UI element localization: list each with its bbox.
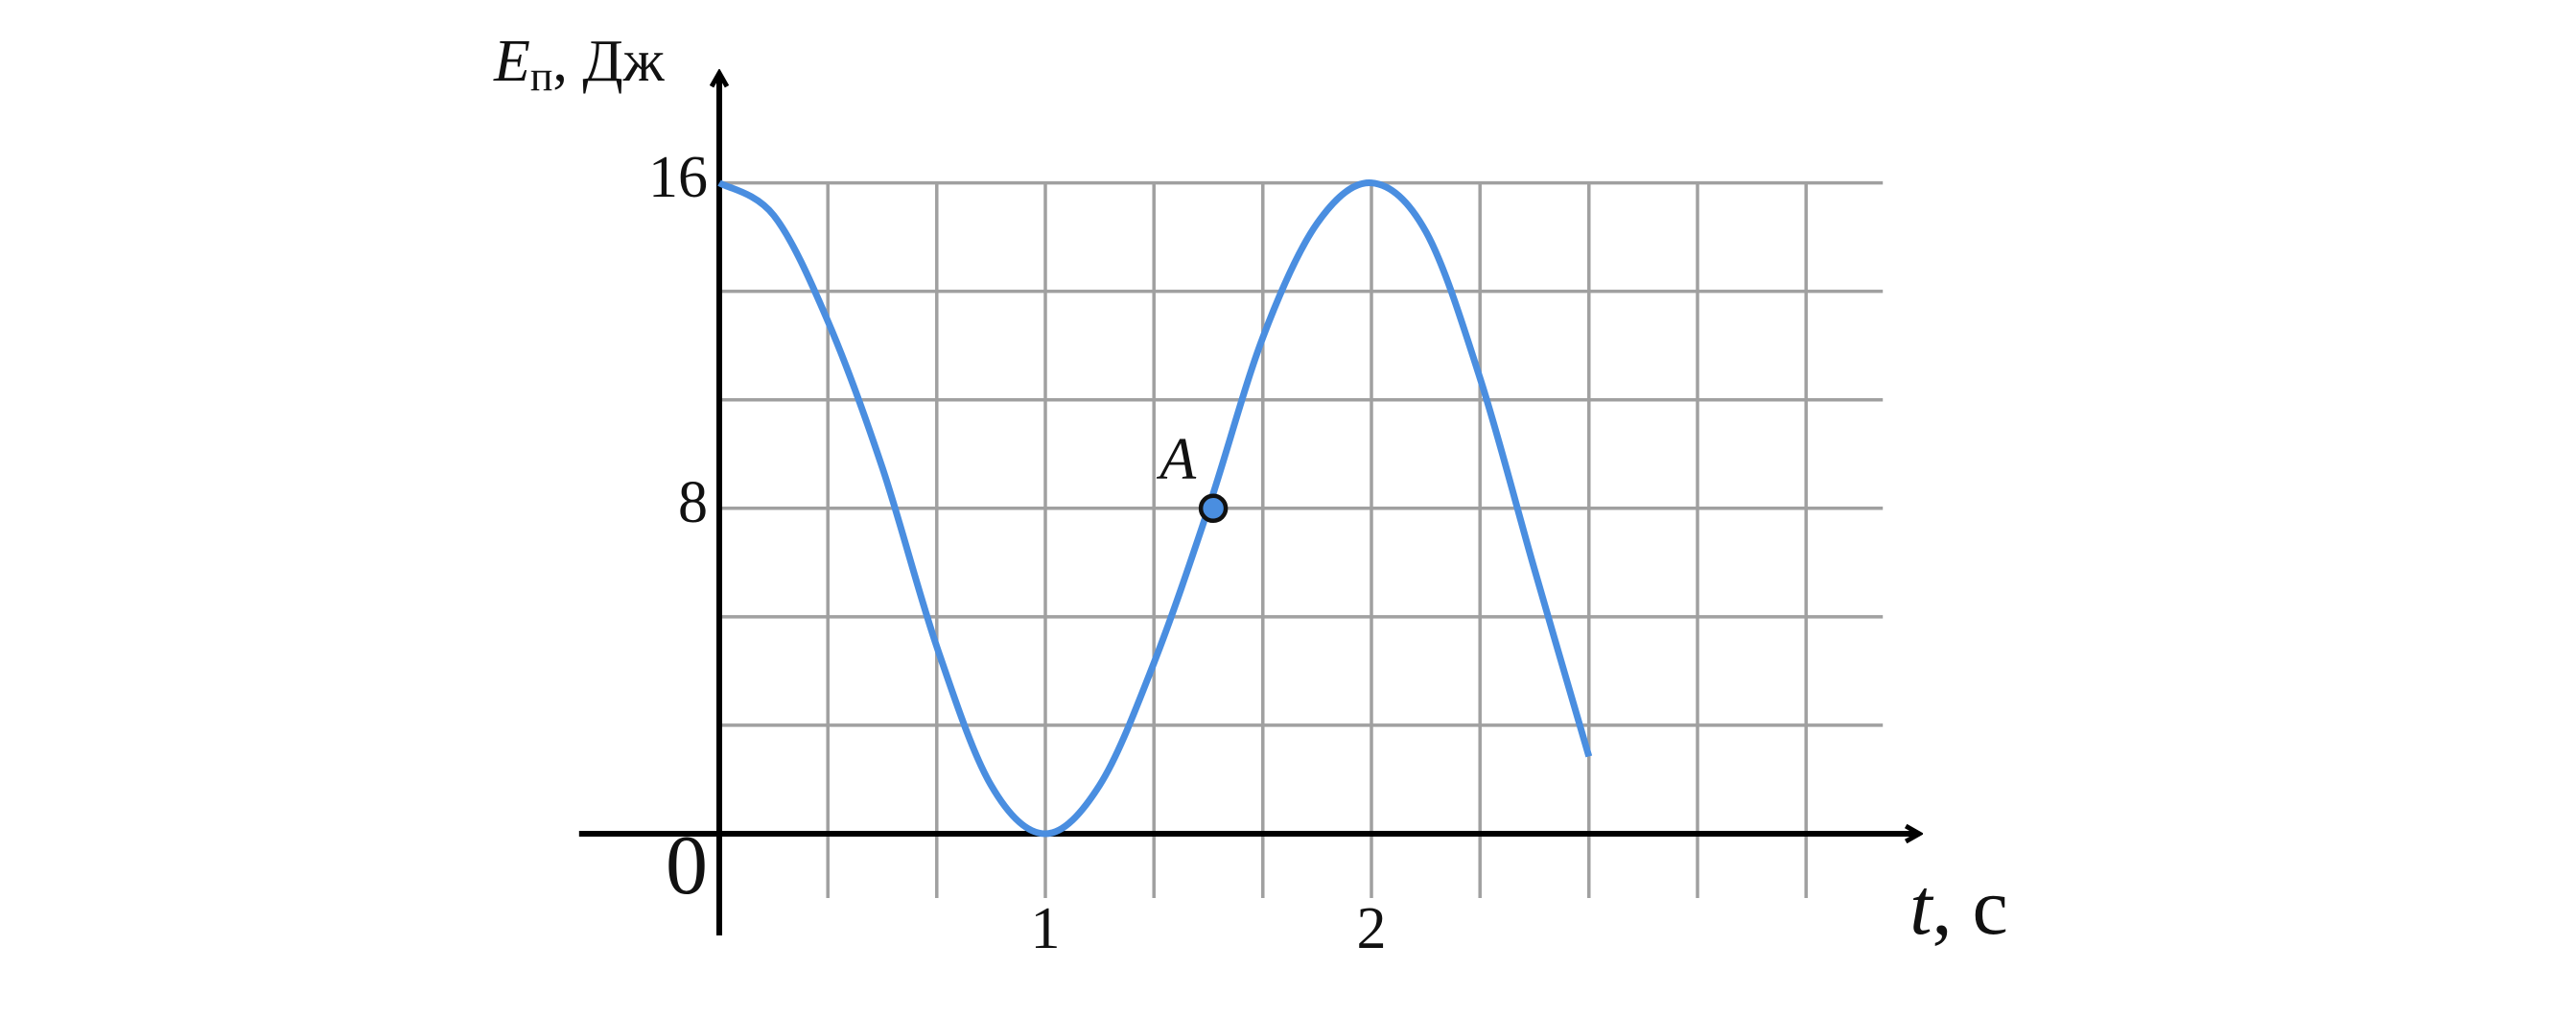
data-line (717, 179, 1593, 838)
x-tick-label: 2 (1357, 896, 1387, 961)
plot: A (717, 179, 1593, 838)
x-label-unit: , с (1932, 863, 2008, 952)
x-tick-label: 1 (1031, 896, 1061, 961)
y-tick-label: 0 (666, 819, 708, 912)
grid (719, 180, 1884, 898)
point-label: A (1156, 427, 1197, 492)
x-axis-label: t, с (1909, 863, 2008, 952)
y-label-unit: , Дж (552, 29, 665, 94)
y-label-symbol: E (493, 29, 530, 94)
y-axis-label: Eп, Дж (493, 29, 666, 100)
y-tick-label: 16 (648, 145, 708, 210)
y-tick-label: 8 (678, 470, 708, 535)
point-a (1198, 493, 1229, 524)
y-label-subscript: п (530, 53, 553, 100)
axes: 0 8 16 1 2 Eп, Дж t, с (493, 29, 2008, 961)
x-label-symbol: t (1909, 863, 1934, 952)
